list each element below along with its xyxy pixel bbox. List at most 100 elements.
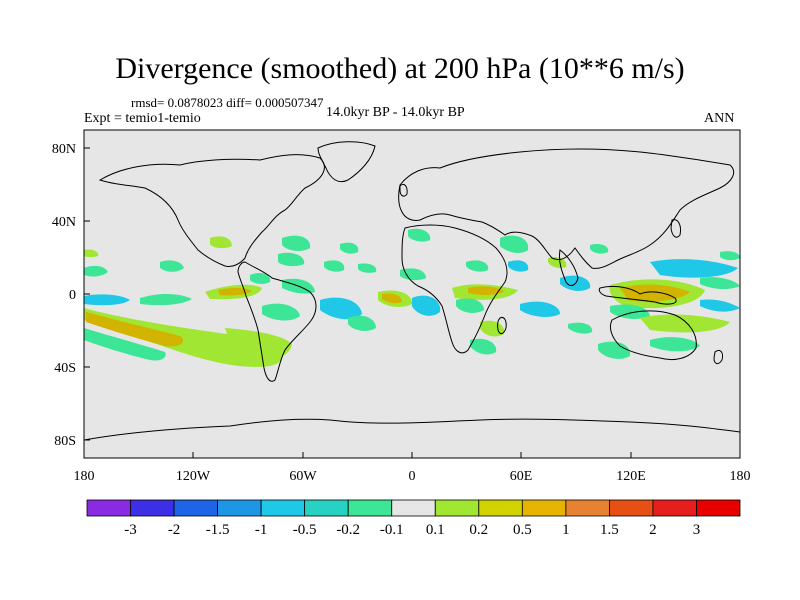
colorbar-swatch (173, 499, 218, 517)
lon-tick-label: 60E (510, 469, 533, 484)
coastline-africa (401, 224, 508, 354)
contour-negative (282, 235, 311, 252)
colorbar-swatch (696, 499, 741, 517)
contour-negative (508, 260, 529, 272)
contour-negative (700, 277, 740, 290)
colorbar-label: -0.1 (380, 522, 404, 538)
contour-positive (468, 286, 505, 296)
colorbar-label: 0.2 (469, 522, 488, 538)
colorbar-swatch (130, 499, 175, 517)
lon-tick-marks (83, 452, 741, 458)
colorbar-label: -1 (255, 522, 268, 538)
experiment-label: Expt = temio1-temio (84, 111, 201, 126)
coastline-antarctica (83, 418, 741, 441)
contour-positive (86, 312, 184, 347)
contour-positive (640, 314, 730, 333)
coastline-new-zealand (713, 349, 723, 365)
contour-negative (720, 251, 740, 261)
contour-negative (650, 337, 700, 352)
contour-negative (278, 252, 305, 267)
contour-negative (568, 322, 593, 334)
contour-negative (160, 260, 184, 272)
coastline-india (559, 249, 579, 286)
contour-negative (84, 249, 99, 258)
coastline-eurasia (398, 148, 735, 269)
colorbar-swatch (347, 499, 393, 517)
coastline-japan (670, 219, 681, 238)
lat-tick-label: 40S (54, 361, 76, 376)
colorbar-swatch (478, 499, 523, 517)
colorbar-swatch (304, 499, 349, 517)
colorbar (86, 499, 741, 517)
colorbar-swatch (609, 499, 654, 517)
contour-negative (140, 293, 192, 306)
colorbar-label: -3 (124, 522, 137, 538)
contour-negative (520, 301, 560, 317)
contour-negative (84, 328, 166, 361)
colorbar-label: -2 (168, 522, 181, 538)
contour-negative (400, 268, 426, 281)
contour-positive (84, 308, 283, 367)
contour-negative (84, 294, 130, 306)
lat-tick-marks (84, 147, 90, 441)
contour-negative (456, 298, 484, 313)
colorbar-swatch (521, 499, 567, 517)
colorbar-label: 2 (649, 522, 657, 538)
lat-tick-label: 0 (69, 288, 76, 303)
contour-negative (412, 295, 441, 316)
contour-negative (470, 338, 497, 355)
contour-positive (548, 257, 567, 269)
contour-negative (358, 263, 377, 273)
coastline-south-america (237, 261, 317, 382)
contour-negative (250, 272, 271, 284)
colorbar-swatch (86, 499, 131, 517)
lat-tick-label: 40N (52, 215, 76, 230)
chart-title: Divergence (smoothed) at 200 hPa (10**6 … (115, 52, 685, 85)
colorbar-label: 0.5 (513, 522, 532, 538)
lat-tick-labels: 80N 40N 0 40S 80S (52, 142, 76, 449)
contour-negative (262, 303, 300, 321)
colorbar-swatch (260, 499, 306, 517)
lon-tick-label: 60W (289, 469, 317, 484)
period-label: 14.0kyr BP - 14.0kyr BP (326, 105, 465, 120)
contour-positive (218, 287, 252, 296)
colorbar-swatch (565, 499, 610, 517)
lon-tick-label: 120W (176, 469, 211, 484)
coastline-madagascar (497, 317, 507, 335)
contour-positive (225, 328, 292, 359)
season-label: ANN (704, 111, 735, 126)
contour-negative (650, 259, 738, 278)
colorbar-swatch (434, 499, 480, 517)
lon-tick-labels: 180 120W 60W 0 60E 120E 180 (74, 469, 751, 484)
lon-tick-label: 180 (74, 469, 95, 484)
contour-negative (408, 228, 431, 242)
contour-positive (480, 320, 505, 337)
contour-negative (320, 297, 362, 320)
contour-negative (590, 243, 609, 254)
lon-tick-label: 180 (730, 469, 751, 484)
contour-negative (700, 299, 740, 312)
colorbar-label: -1.5 (206, 522, 230, 538)
contour-negative (324, 260, 345, 272)
contour-negative (340, 242, 359, 254)
colorbar-label: 3 (693, 522, 701, 538)
colorbar-labels: -3 -2 -1.5 -1 -0.5 -0.2 -0.1 0.1 0.2 0.5 1 1.5 2 3 (124, 522, 700, 538)
colorbar-label: 0.1 (426, 522, 445, 538)
contour-fields (84, 228, 740, 367)
contour-negative (466, 260, 489, 272)
coastline-greenland (317, 141, 376, 183)
lon-tick-label: 0 (409, 469, 416, 484)
colorbar-label: 1 (562, 522, 570, 538)
coastline-indonesia (598, 285, 677, 305)
coastline-uk (399, 183, 408, 197)
lon-tick-label: 120E (616, 469, 646, 484)
contour-positive (620, 284, 690, 302)
colorbar-swatch (652, 499, 697, 517)
rmsd-diff-stats: rmsd= 0.0878023 diff= 0.000507347 (131, 95, 324, 110)
contour-negative (84, 265, 108, 277)
colorbar-label: -0.2 (336, 522, 360, 538)
contour-positive (382, 293, 402, 304)
lat-tick-label: 80S (54, 434, 76, 449)
colorbar-label: 1.5 (600, 522, 619, 538)
colorbar-label: -0.5 (293, 522, 317, 538)
